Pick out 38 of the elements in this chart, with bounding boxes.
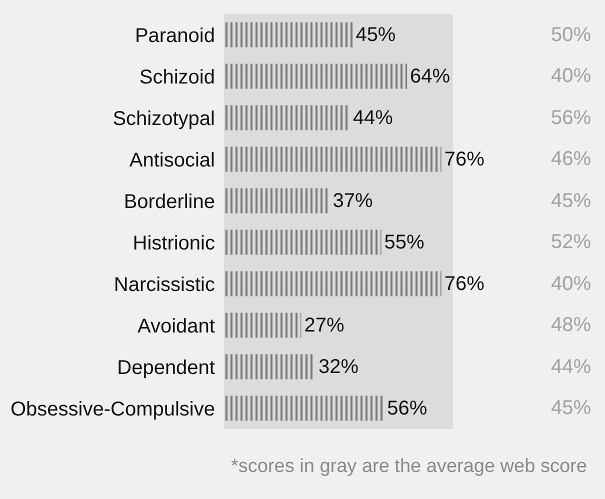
bar bbox=[224, 22, 353, 48]
bar bbox=[224, 64, 408, 89]
y-tick-label: Dependent bbox=[117, 356, 216, 379]
text: 40% bbox=[551, 65, 592, 87]
bar bbox=[224, 271, 442, 296]
y-tick-label: Schizotypal bbox=[112, 108, 215, 130]
y-tick-label: Borderline bbox=[124, 190, 215, 213]
text: 44% bbox=[551, 356, 592, 378]
text: 50% bbox=[551, 24, 592, 46]
data-label: 64% bbox=[410, 65, 450, 88]
y-tick-label: Antisocial bbox=[129, 149, 215, 172]
data-label: 32% bbox=[318, 356, 359, 378]
y-tick-label: Narcissistic bbox=[114, 274, 215, 296]
text: 48% bbox=[551, 314, 592, 336]
data-label: 56% bbox=[387, 397, 428, 420]
y-tick-label: Avoidant bbox=[138, 315, 216, 338]
y-tick-label: Paranoid bbox=[134, 24, 215, 47]
bar bbox=[224, 230, 382, 255]
text: 45% bbox=[551, 190, 592, 212]
text: *scores in gray are the average web score bbox=[231, 456, 587, 477]
text: 56% bbox=[551, 107, 592, 129]
data-label: 76% bbox=[444, 272, 485, 295]
text: 45% bbox=[551, 397, 592, 419]
data-label: 44% bbox=[352, 106, 394, 129]
data-label: 55% bbox=[384, 231, 425, 254]
data-label: 27% bbox=[304, 314, 344, 336]
text: 52% bbox=[551, 231, 592, 253]
data-label: 37% bbox=[332, 190, 374, 212]
data-label: 76% bbox=[444, 148, 485, 170]
text: 40% bbox=[551, 273, 592, 295]
text: 46% bbox=[551, 148, 592, 170]
data-label: 45% bbox=[356, 24, 396, 46]
y-tick-label: Histrionic bbox=[132, 232, 215, 254]
y-tick-label: Obsessive-Compulsive bbox=[10, 398, 215, 420]
y-tick-label: Schizoid bbox=[139, 66, 215, 88]
bar bbox=[224, 312, 302, 338]
bar bbox=[224, 396, 384, 421]
bar bbox=[224, 146, 442, 172]
